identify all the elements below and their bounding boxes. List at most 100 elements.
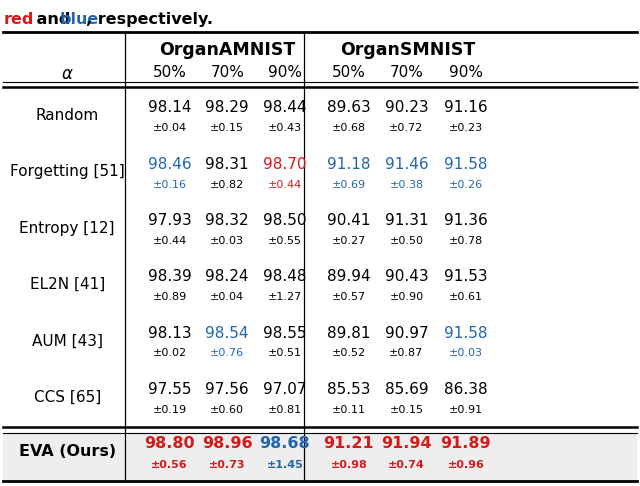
Text: 91.58: 91.58 [444, 156, 488, 172]
Text: 91.53: 91.53 [444, 269, 488, 284]
Text: 98.55: 98.55 [263, 326, 307, 341]
Text: α: α [61, 65, 73, 83]
Text: 91.36: 91.36 [444, 213, 488, 228]
Text: 70%: 70% [390, 65, 423, 80]
Text: ±0.44: ±0.44 [268, 179, 302, 190]
Text: ±0.38: ±0.38 [389, 179, 424, 190]
Text: OrganSMNIST: OrganSMNIST [340, 41, 475, 59]
Text: ±0.91: ±0.91 [449, 405, 483, 415]
Text: 85.53: 85.53 [327, 382, 371, 397]
Text: ±0.03: ±0.03 [449, 348, 483, 359]
Text: ±0.51: ±0.51 [268, 348, 302, 359]
Text: 98.44: 98.44 [263, 100, 307, 115]
Text: 90.41: 90.41 [327, 213, 371, 228]
Text: 90.43: 90.43 [385, 269, 428, 284]
Text: ±0.15: ±0.15 [210, 123, 244, 133]
Text: ±1.45: ±1.45 [266, 460, 303, 469]
Text: 89.81: 89.81 [327, 326, 371, 341]
Text: 91.31: 91.31 [385, 213, 428, 228]
Text: ±0.68: ±0.68 [332, 123, 366, 133]
Text: ±0.02: ±0.02 [152, 348, 187, 359]
Text: 98.31: 98.31 [205, 156, 249, 172]
Text: Random: Random [36, 108, 99, 123]
Text: 98.46: 98.46 [148, 156, 191, 172]
Text: ±0.96: ±0.96 [447, 460, 484, 469]
Text: ±0.52: ±0.52 [332, 348, 366, 359]
Text: 91.16: 91.16 [444, 100, 488, 115]
Text: ±0.69: ±0.69 [332, 179, 366, 190]
Text: 86.38: 86.38 [444, 382, 488, 397]
Text: 97.93: 97.93 [148, 213, 191, 228]
Text: ±0.50: ±0.50 [389, 236, 424, 246]
Text: 90%: 90% [449, 65, 483, 80]
Text: ±0.56: ±0.56 [151, 460, 188, 469]
Text: 70%: 70% [211, 65, 244, 80]
Text: Entropy [12]: Entropy [12] [19, 221, 115, 236]
Text: ±0.87: ±0.87 [389, 348, 424, 359]
Text: 50%: 50% [332, 65, 365, 80]
Text: ±0.55: ±0.55 [268, 236, 302, 246]
Text: ±0.26: ±0.26 [449, 179, 483, 190]
Text: 91.18: 91.18 [327, 156, 371, 172]
Text: ±0.44: ±0.44 [152, 236, 187, 246]
Text: ±0.78: ±0.78 [449, 236, 483, 246]
Text: 50%: 50% [153, 65, 186, 80]
Text: 85.69: 85.69 [385, 382, 428, 397]
Text: 91.21: 91.21 [323, 436, 374, 451]
Text: ±0.19: ±0.19 [152, 405, 187, 415]
Text: 91.94: 91.94 [381, 436, 432, 451]
Text: ±0.03: ±0.03 [210, 236, 244, 246]
Text: 90%: 90% [268, 65, 302, 80]
Text: ±0.73: ±0.73 [209, 460, 246, 469]
Text: 98.70: 98.70 [263, 156, 307, 172]
Text: ±0.11: ±0.11 [332, 405, 366, 415]
Text: 98.54: 98.54 [205, 326, 249, 341]
Text: and: and [31, 12, 76, 27]
Text: Forgetting [51]: Forgetting [51] [10, 164, 125, 179]
Text: ±0.90: ±0.90 [389, 292, 424, 302]
Text: ±0.74: ±0.74 [388, 460, 425, 469]
Text: 98.39: 98.39 [148, 269, 191, 284]
Text: CCS [65]: CCS [65] [33, 390, 101, 405]
Text: 91.46: 91.46 [385, 156, 428, 172]
Text: 98.14: 98.14 [148, 100, 191, 115]
Text: ±0.43: ±0.43 [268, 123, 302, 133]
Text: ±0.57: ±0.57 [332, 292, 366, 302]
Text: EVA (Ours): EVA (Ours) [19, 445, 116, 459]
Text: 98.68: 98.68 [259, 436, 310, 451]
Text: 97.55: 97.55 [148, 382, 191, 397]
Text: 98.50: 98.50 [263, 213, 307, 228]
Text: red: red [3, 12, 33, 27]
Text: ±0.15: ±0.15 [389, 405, 424, 415]
Text: ±0.16: ±0.16 [152, 179, 187, 190]
Text: ±0.23: ±0.23 [449, 123, 483, 133]
Text: 90.23: 90.23 [385, 100, 428, 115]
Text: 89.63: 89.63 [327, 100, 371, 115]
Text: OrganAMNIST: OrganAMNIST [159, 41, 295, 59]
Text: ±0.89: ±0.89 [152, 292, 187, 302]
Text: 98.32: 98.32 [205, 213, 249, 228]
Text: 98.24: 98.24 [205, 269, 249, 284]
Text: ±0.60: ±0.60 [210, 405, 244, 415]
Text: ±0.27: ±0.27 [332, 236, 366, 246]
Text: ±0.76: ±0.76 [210, 348, 244, 359]
Text: , respectively.: , respectively. [86, 12, 213, 27]
Text: ±0.61: ±0.61 [449, 292, 483, 302]
Text: ±0.04: ±0.04 [210, 292, 244, 302]
Text: 90.97: 90.97 [385, 326, 428, 341]
Text: ±0.81: ±0.81 [268, 405, 302, 415]
Text: ±0.82: ±0.82 [210, 179, 244, 190]
Text: EL2N [41]: EL2N [41] [29, 277, 105, 292]
Text: 91.58: 91.58 [444, 326, 488, 341]
Text: 97.07: 97.07 [263, 382, 307, 397]
Text: 91.89: 91.89 [440, 436, 492, 451]
Text: ±0.72: ±0.72 [389, 123, 424, 133]
Text: AUM [43]: AUM [43] [32, 333, 102, 348]
Text: 89.94: 89.94 [327, 269, 371, 284]
Text: 98.13: 98.13 [148, 326, 191, 341]
Text: 97.56: 97.56 [205, 382, 249, 397]
Text: ±0.04: ±0.04 [152, 123, 187, 133]
Text: 98.80: 98.80 [144, 436, 195, 451]
Text: 98.96: 98.96 [202, 436, 253, 451]
Text: ±1.27: ±1.27 [268, 292, 302, 302]
